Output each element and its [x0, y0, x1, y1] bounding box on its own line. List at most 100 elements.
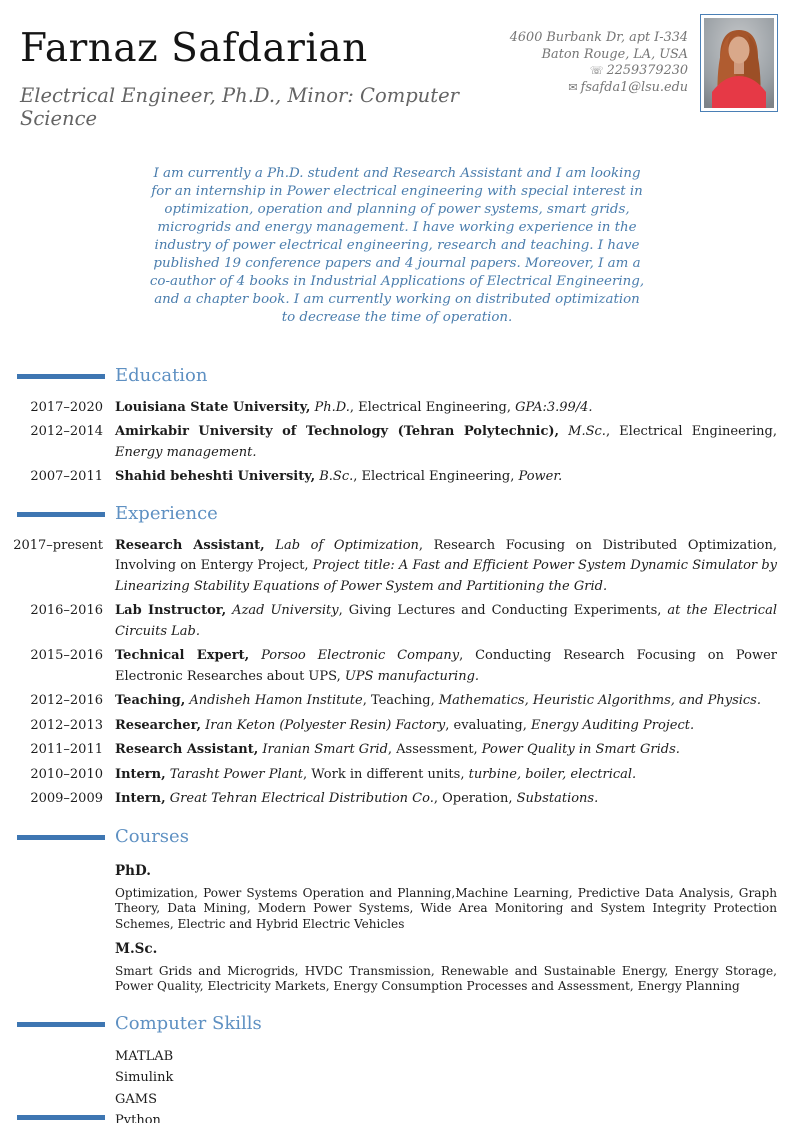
entry-period: 2017–present — [13, 537, 103, 553]
entry-org: Great Tehran Electrical Distribution Co. — [165, 791, 434, 807]
entry-description: , Assessment, — [387, 742, 478, 758]
skill-item: MATLAB — [115, 1048, 174, 1064]
section-computer-skills-head: Computer Skills — [0, 1012, 794, 1037]
section-title-courses: Courses — [115, 826, 189, 848]
entry-period: 2011–2011 — [30, 742, 103, 758]
education-row: 2012–2014 Amirkabir University of Techno… — [0, 422, 777, 463]
courses-msc-text-row: Smart Grids and Microgrids, HVDC Transmi… — [0, 963, 777, 995]
section-computer-skills: Computer Skills MATLAB Simulink GAMS Pyt… — [0, 1012, 794, 1123]
experience-row: 2009–2009 Intern, Great Tehran Electrica… — [0, 789, 777, 810]
entry-content: Intern, Great Tehran Electrical Distribu… — [115, 789, 777, 810]
skill-row: GAMS — [0, 1093, 777, 1106]
entry-period: 2012–2014 — [30, 424, 103, 440]
entry-period: 2017–2020 — [30, 399, 103, 415]
entry-field: , Electrical Engineering, — [605, 424, 777, 440]
courses-phd-text-row: Optimization, Power Systems Operation an… — [0, 885, 777, 933]
section-rule — [17, 1021, 105, 1027]
contact-address-line1: 4600 Burbank Dr, apt I-334 — [509, 30, 688, 45]
entry-school: Shahid beheshti University, — [115, 469, 316, 485]
education-row: 2007–2011 Shahid beheshti University, B.… — [0, 467, 777, 488]
entry-note: Mathematics, Heuristic Algorithms, and P… — [434, 693, 761, 709]
section-experience: Experience 2017–present Research Assista… — [0, 502, 794, 810]
entry-period: 2010–2010 — [30, 766, 103, 782]
courses-phd-label: PhD. — [115, 862, 151, 879]
contact-address-line2: Baton Rouge, LA, USA — [541, 46, 688, 62]
person-tagline: Electrical Engineer, Ph.D., Minor: Compu… — [20, 83, 459, 130]
entry-content: Louisiana State University, Ph.D., Elect… — [115, 398, 777, 419]
entry-role: Research Assistant, — [115, 742, 259, 758]
entry-description: , Conducting Research Focusing on Power … — [115, 648, 777, 684]
entry-role: Researcher, — [115, 717, 202, 733]
entry-role: Technical Expert, — [115, 648, 250, 664]
entry-note: Energy management. — [115, 444, 257, 460]
entry-org: Lab of Optimization — [264, 537, 419, 553]
section-title-computer-skills: Computer Skills — [115, 1013, 262, 1035]
entry-content: Teaching, Andisheh Hamon Institute, Teac… — [115, 691, 777, 712]
entry-note: turbine, boiler, electrical. — [464, 766, 637, 782]
phone-icon: ☏ — [589, 64, 604, 77]
experience-row: 2011–2011 Research Assistant, Iranian Sm… — [0, 740, 777, 761]
entry-description: , Teaching, — [362, 693, 435, 709]
summary-paragraph: I am currently a Ph.D. student and Resea… — [149, 165, 645, 325]
skill-item: Simulink — [115, 1070, 174, 1086]
contact-block: 4600 Burbank Dr, apt I-334 Baton Rouge, … — [510, 14, 688, 96]
entry-role: Lab Instructor, — [115, 603, 227, 619]
contact-email-line: ✉ fsafda1@lsu.edu — [510, 80, 688, 97]
entry-degree: B.Sc. — [315, 469, 354, 485]
skill-item: GAMS — [115, 1091, 157, 1107]
section-title-education: Education — [115, 365, 208, 387]
entry-description: , evaluating, — [445, 717, 527, 733]
skill-item: Python — [115, 1113, 161, 1123]
entry-description: , Giving Lectures and Conducting Experim… — [338, 603, 662, 619]
section-courses-head: Courses — [0, 825, 794, 850]
section-education-head: Education — [0, 364, 794, 389]
entry-field: , Electrical Engineering, — [353, 469, 515, 485]
entry-note: GPA:3.99/4. — [511, 399, 593, 415]
entry-note: Energy Auditing Project. — [526, 717, 695, 733]
header: Farnaz Safdarian Electrical Engineer, Ph… — [0, 0, 794, 130]
experience-row: 2012–2013 Researcher, Iran Keton (Polyes… — [0, 716, 777, 737]
experience-row: 2012–2016 Teaching, Andisheh Hamon Insti… — [0, 691, 777, 712]
entry-content: Shahid beheshti University, B.Sc., Elect… — [115, 467, 777, 488]
entry-org: Porsoo Electronic Company — [249, 648, 460, 664]
courses-phd-label-row: PhD. — [0, 859, 777, 881]
section-rule — [17, 373, 105, 379]
courses-msc-text: Smart Grids and Microgrids, HVDC Transmi… — [115, 963, 777, 994]
entry-period: 2012–2013 — [30, 717, 103, 733]
entry-note: Power. — [514, 469, 563, 485]
entry-period: 2009–2009 — [30, 791, 103, 807]
entry-content: Intern, Tarasht Power Plant, Work in dif… — [115, 765, 777, 786]
courses-msc-label: M.Sc. — [115, 940, 158, 957]
entry-note: Substations. — [512, 791, 599, 807]
entry-degree: M.Sc. — [559, 424, 606, 440]
experience-row: 2016–2016 Lab Instructor, Azad Universit… — [0, 601, 777, 642]
entry-period: 2007–2011 — [30, 469, 103, 485]
entry-description: , Operation, — [433, 791, 513, 807]
entry-content: Researcher, Iran Keton (Polyester Resin)… — [115, 716, 777, 737]
experience-rows: 2017–present Research Assistant, Lab of … — [0, 536, 794, 810]
entry-note: UPS manufacturing. — [340, 668, 480, 684]
education-rows: 2017–2020 Louisiana State University, Ph… — [0, 398, 794, 488]
skill-row: Simulink — [0, 1071, 777, 1084]
profile-photo-image — [704, 18, 774, 108]
experience-row: 2015–2016 Technical Expert, Porsoo Elect… — [0, 646, 777, 687]
experience-row: 2010–2010 Intern, Tarasht Power Plant, W… — [0, 765, 777, 786]
entry-content: Research Assistant, Lab of Optimization,… — [115, 536, 777, 598]
entry-school: Amirkabir University of Technology (Tehr… — [115, 424, 560, 440]
entry-description: , Work in different units, — [303, 766, 465, 782]
person-name: Farnaz Safdarian — [20, 26, 368, 71]
entry-school: Louisiana State University, — [115, 399, 311, 415]
section-education: Education 2017–2020 Louisiana State Univ… — [0, 364, 794, 488]
contact-email: fsafda1@lsu.edu — [580, 79, 688, 95]
entry-description: , Research Focusing on Distributed Optim… — [115, 537, 777, 574]
skills-rows: MATLAB Simulink GAMS Python Autocad Elec… — [0, 1050, 794, 1123]
entry-content: Research Assistant, Iranian Smart Grid, … — [115, 740, 777, 761]
profile-photo — [700, 14, 778, 112]
section-title-experience: Experience — [115, 503, 218, 525]
entry-org: Tarasht Power Plant — [165, 766, 304, 782]
entry-role: Intern, — [115, 791, 166, 807]
education-row: 2017–2020 Louisiana State University, Ph… — [0, 398, 777, 419]
email-icon: ✉ — [568, 80, 578, 94]
entry-role: Teaching, — [115, 693, 186, 709]
